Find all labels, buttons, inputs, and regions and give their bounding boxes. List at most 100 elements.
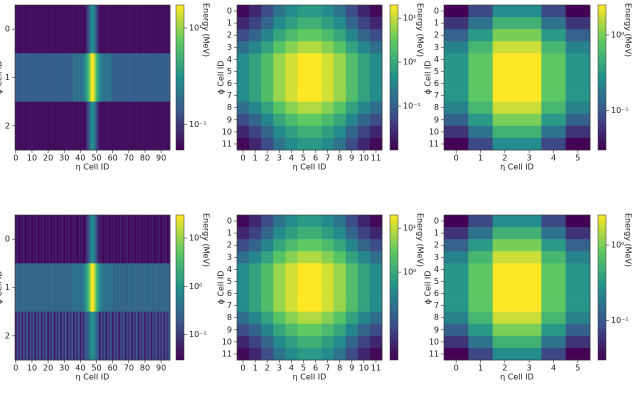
cell [82, 311, 85, 361]
cell [31, 263, 34, 312]
cell [110, 215, 113, 264]
x-axis-label: η Cell ID [76, 373, 110, 382]
colorbar [597, 214, 607, 361]
cell [60, 101, 63, 151]
cell [237, 53, 250, 66]
cell [97, 215, 100, 264]
cell [357, 335, 371, 349]
cell [19, 215, 22, 264]
cell [108, 311, 111, 361]
y-tick-label: 0 [5, 235, 10, 244]
cell [73, 311, 76, 361]
cell [517, 227, 542, 240]
cell [357, 53, 371, 66]
cell [333, 335, 347, 349]
cell [52, 311, 55, 361]
x-tick-label: 9 [349, 364, 354, 373]
cell [18, 263, 21, 312]
cell [321, 347, 334, 361]
cell [56, 311, 59, 361]
cell [27, 311, 30, 361]
cell [119, 263, 122, 312]
cell [150, 215, 153, 264]
colorbar-label: Energy (MeV) [624, 213, 633, 267]
cell [79, 311, 82, 361]
cell [98, 311, 101, 361]
cell [39, 263, 42, 312]
cell [468, 101, 493, 115]
cell [237, 89, 250, 102]
cell [32, 215, 35, 264]
y-axis-label: ϕ Cell ID [424, 61, 433, 95]
cell [309, 53, 322, 66]
cell [63, 263, 66, 312]
cell [55, 263, 58, 312]
cell [97, 53, 100, 102]
cell [565, 347, 591, 361]
cell [18, 5, 21, 54]
cell [309, 5, 322, 18]
cell [53, 5, 56, 54]
x-axis-label: η Cell ID [76, 163, 110, 172]
y-tick-label: 8 [434, 313, 439, 322]
cell [18, 101, 21, 151]
cell [237, 125, 250, 139]
cell [517, 335, 542, 349]
cell [97, 101, 100, 151]
cell [249, 311, 262, 325]
cell [492, 263, 518, 276]
cell [468, 347, 493, 361]
y-tick-label: 3 [227, 43, 232, 52]
cell [76, 101, 79, 151]
cell [105, 101, 108, 151]
colorbar [389, 214, 399, 361]
cell [48, 101, 51, 151]
cell [103, 263, 106, 312]
cell [333, 347, 347, 361]
cell [309, 101, 322, 115]
cell [261, 347, 274, 361]
cell [541, 17, 566, 30]
y-tick-label: 8 [434, 103, 439, 112]
cell [40, 5, 43, 54]
cell [357, 65, 371, 78]
cell [119, 311, 122, 361]
cell [333, 311, 347, 325]
cell [110, 53, 113, 102]
cell [100, 263, 103, 312]
cell [82, 5, 85, 54]
cell [140, 311, 143, 361]
cell [249, 287, 262, 300]
cell [82, 53, 85, 102]
cell [369, 227, 383, 240]
cell [285, 89, 298, 102]
cell [145, 53, 148, 102]
cell [37, 53, 40, 102]
cell [357, 215, 371, 228]
cell [285, 263, 298, 276]
x-axis-label: η Cell ID [500, 163, 534, 172]
cell [273, 41, 286, 54]
cell [105, 215, 108, 264]
y-tick-label: 1 [434, 229, 439, 238]
cell [517, 215, 542, 228]
cell [119, 53, 122, 102]
cell [492, 275, 518, 288]
cell [357, 29, 371, 42]
cell [56, 263, 59, 312]
cell [35, 263, 38, 312]
y-tick-label: 2 [5, 121, 10, 130]
cell [45, 101, 48, 151]
cell [15, 101, 17, 151]
cell [136, 53, 139, 102]
cell [55, 53, 58, 102]
cell [77, 263, 80, 312]
cell [84, 215, 87, 264]
x-tick-label: 11 [371, 364, 381, 373]
cell [102, 53, 105, 102]
cell [249, 239, 262, 252]
cell [492, 299, 518, 312]
y-tick-label: 3 [434, 43, 439, 52]
cell [71, 5, 74, 54]
colorbar-tick-label: 10⁰ [611, 31, 624, 40]
